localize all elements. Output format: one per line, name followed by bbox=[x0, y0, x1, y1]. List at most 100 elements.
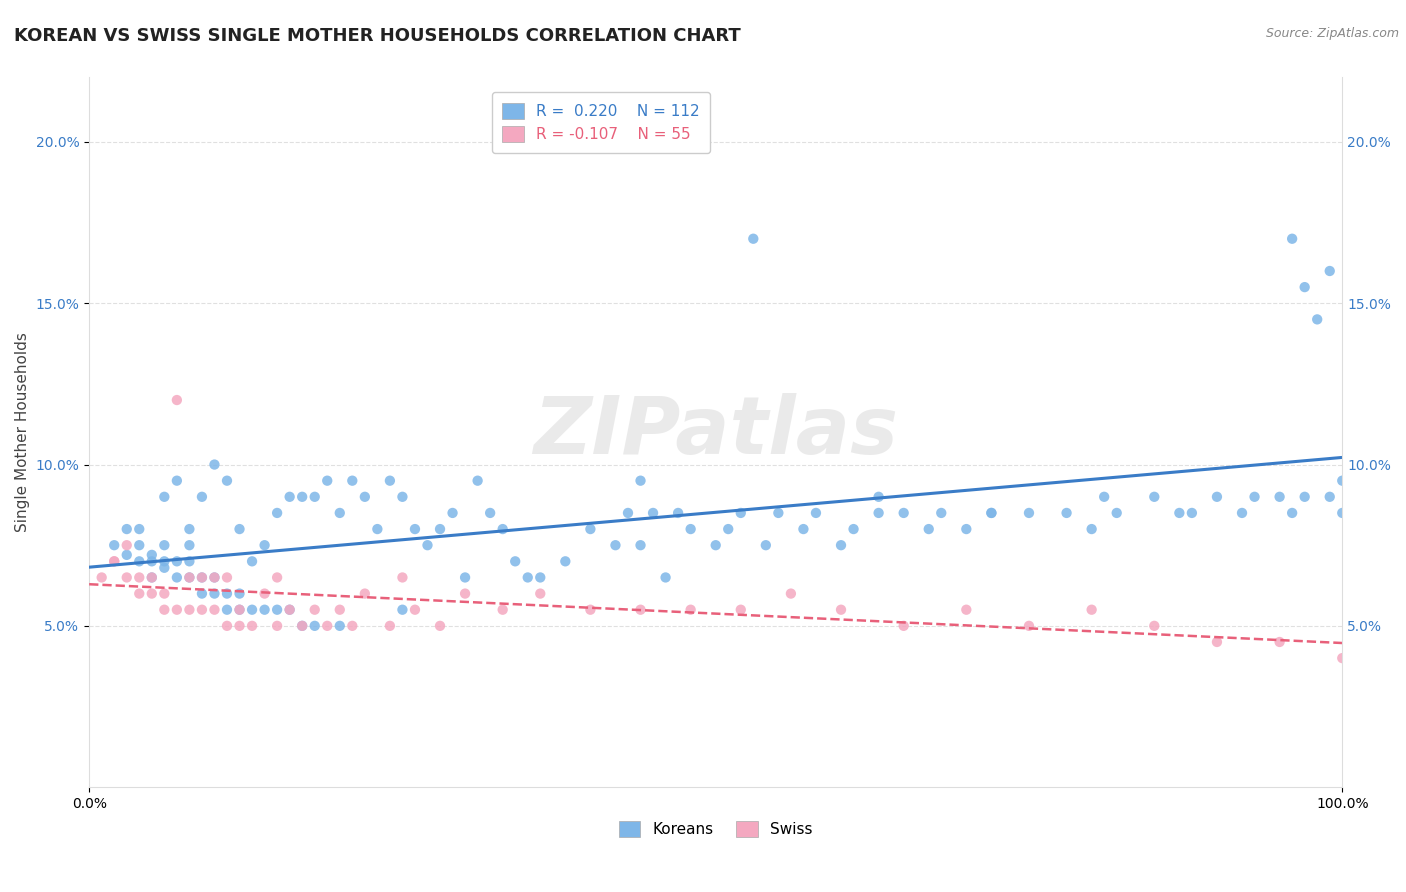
Point bbox=[278, 603, 301, 617]
Point bbox=[179, 570, 201, 584]
Point bbox=[704, 538, 727, 552]
Point bbox=[141, 554, 163, 568]
Point bbox=[1331, 474, 1354, 488]
Point bbox=[492, 522, 515, 536]
Point bbox=[128, 570, 150, 584]
Point bbox=[253, 586, 276, 600]
Point bbox=[266, 619, 288, 633]
Point bbox=[1281, 506, 1303, 520]
Point bbox=[166, 603, 188, 617]
Point bbox=[717, 522, 740, 536]
Point bbox=[579, 603, 602, 617]
Point bbox=[918, 522, 941, 536]
Point bbox=[128, 522, 150, 536]
Point bbox=[630, 474, 652, 488]
Point bbox=[1243, 490, 1265, 504]
Point bbox=[1181, 506, 1204, 520]
Point bbox=[804, 506, 827, 520]
Y-axis label: Single Mother Households: Single Mother Households bbox=[15, 333, 30, 533]
Text: KOREAN VS SWISS SINGLE MOTHER HOUSEHOLDS CORRELATION CHART: KOREAN VS SWISS SINGLE MOTHER HOUSEHOLDS… bbox=[14, 27, 741, 45]
Point bbox=[253, 538, 276, 552]
Point bbox=[1268, 635, 1291, 649]
Point bbox=[980, 506, 1002, 520]
Point bbox=[579, 522, 602, 536]
Point bbox=[329, 506, 352, 520]
Point bbox=[378, 474, 401, 488]
Point bbox=[215, 570, 238, 584]
Point bbox=[929, 506, 952, 520]
Point bbox=[792, 522, 814, 536]
Point bbox=[266, 570, 288, 584]
Point bbox=[141, 570, 163, 584]
Point bbox=[228, 619, 250, 633]
Point bbox=[617, 506, 640, 520]
Point bbox=[90, 570, 112, 584]
Point bbox=[742, 232, 765, 246]
Point bbox=[479, 506, 502, 520]
Point bbox=[128, 586, 150, 600]
Point bbox=[291, 619, 314, 633]
Point bbox=[830, 603, 852, 617]
Point bbox=[529, 570, 551, 584]
Point bbox=[378, 619, 401, 633]
Point bbox=[103, 554, 125, 568]
Point bbox=[291, 619, 314, 633]
Point bbox=[980, 506, 1002, 520]
Point bbox=[228, 522, 250, 536]
Point bbox=[1294, 280, 1316, 294]
Point bbox=[503, 554, 526, 568]
Point bbox=[1230, 506, 1253, 520]
Point bbox=[353, 490, 375, 504]
Point bbox=[342, 474, 364, 488]
Point bbox=[266, 603, 288, 617]
Point bbox=[1092, 490, 1115, 504]
Point bbox=[179, 603, 201, 617]
Point bbox=[416, 538, 439, 552]
Point bbox=[266, 506, 288, 520]
Point bbox=[304, 490, 326, 504]
Point bbox=[605, 538, 627, 552]
Point bbox=[304, 619, 326, 633]
Point bbox=[1206, 635, 1229, 649]
Point bbox=[1168, 506, 1191, 520]
Point bbox=[215, 586, 238, 600]
Point bbox=[191, 570, 214, 584]
Point bbox=[1331, 506, 1354, 520]
Point bbox=[115, 548, 138, 562]
Point bbox=[1206, 490, 1229, 504]
Point bbox=[115, 570, 138, 584]
Point bbox=[204, 570, 226, 584]
Point bbox=[630, 538, 652, 552]
Point bbox=[429, 522, 451, 536]
Point bbox=[240, 603, 263, 617]
Point bbox=[868, 490, 890, 504]
Point bbox=[329, 619, 352, 633]
Point bbox=[868, 506, 890, 520]
Point bbox=[228, 586, 250, 600]
Point bbox=[253, 603, 276, 617]
Point bbox=[1281, 232, 1303, 246]
Text: Source: ZipAtlas.com: Source: ZipAtlas.com bbox=[1265, 27, 1399, 40]
Point bbox=[228, 603, 250, 617]
Point bbox=[955, 522, 977, 536]
Point bbox=[153, 561, 176, 575]
Point bbox=[278, 603, 301, 617]
Point bbox=[391, 570, 413, 584]
Point bbox=[316, 474, 339, 488]
Point bbox=[191, 570, 214, 584]
Point bbox=[454, 586, 477, 600]
Point bbox=[1143, 490, 1166, 504]
Point bbox=[730, 603, 752, 617]
Point bbox=[391, 490, 413, 504]
Point bbox=[780, 586, 803, 600]
Point bbox=[1306, 312, 1329, 326]
Point bbox=[641, 506, 664, 520]
Point bbox=[1268, 490, 1291, 504]
Legend: Koreans, Swiss: Koreans, Swiss bbox=[613, 815, 818, 843]
Point bbox=[204, 570, 226, 584]
Point bbox=[215, 619, 238, 633]
Point bbox=[441, 506, 464, 520]
Point bbox=[404, 522, 426, 536]
Point bbox=[1056, 506, 1078, 520]
Point bbox=[103, 538, 125, 552]
